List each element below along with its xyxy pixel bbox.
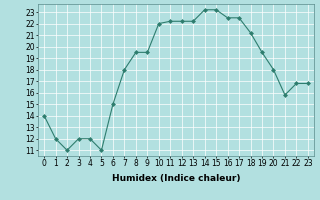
X-axis label: Humidex (Indice chaleur): Humidex (Indice chaleur) [112, 174, 240, 183]
